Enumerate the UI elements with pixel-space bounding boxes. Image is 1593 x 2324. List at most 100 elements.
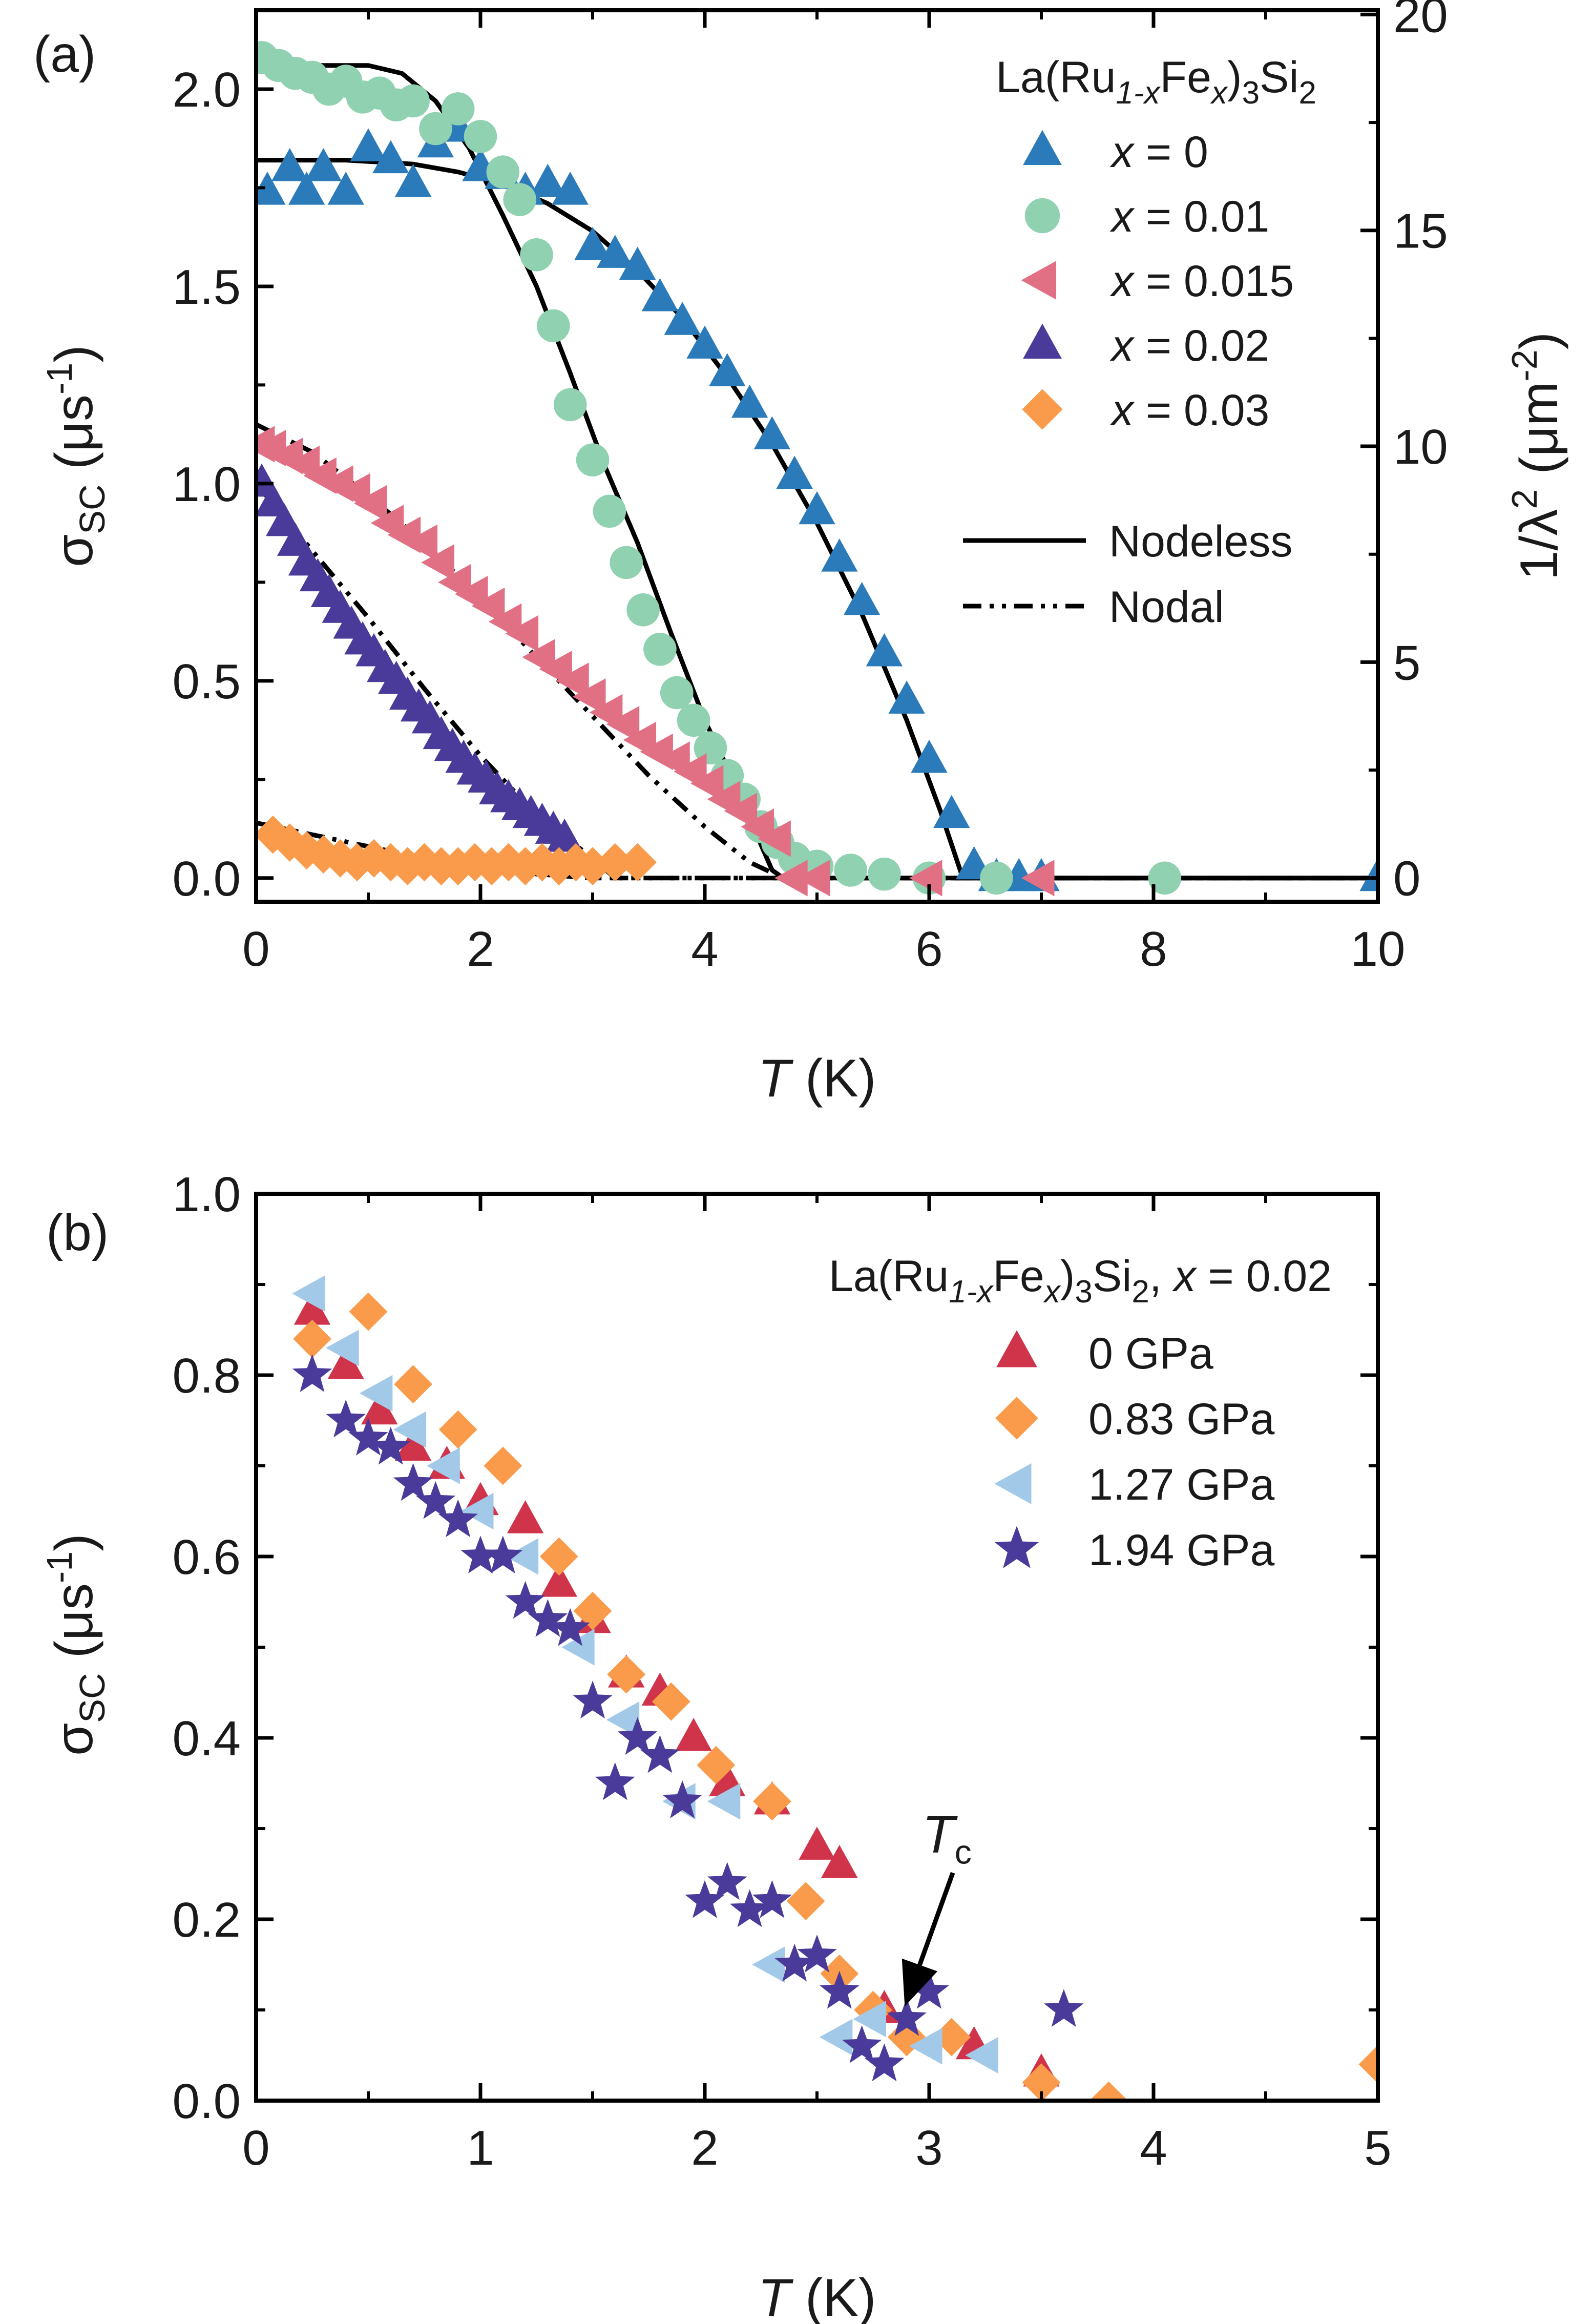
data-point [271,148,308,181]
legend-label: Nodeless [1109,517,1293,566]
data-point [537,309,570,343]
panel-b-legend-title: La(Ru1-xFex)3Si2, x = 0.02 [829,1252,1332,1310]
data-point [561,1629,595,1666]
data-point [326,1330,359,1366]
data-point [288,172,325,205]
series-x-0.015 [256,426,1055,897]
data-point [350,128,387,161]
series-1.94-gpa [292,1354,1084,2082]
panel-a-y2label: 1/λ2 (μm-2) [1504,332,1569,580]
data-point [652,1682,690,1721]
data-point [1359,858,1378,891]
data-point [394,163,432,197]
data-point [606,706,640,743]
tc-annotation-label: Tc [922,1804,972,1871]
y-tick-label: 0.8 [173,1348,241,1403]
data-point [909,2028,942,2065]
panel-b-ylabel: σSC (μs-1) [39,1533,112,1756]
data-point [393,1411,427,1448]
legend-marker [1021,261,1056,300]
data-point [556,843,595,882]
data-point [460,1492,494,1530]
data-point [483,1536,523,1573]
data-point [909,1970,949,2009]
panel-b-label: (b) [46,1204,109,1261]
data-point [574,226,611,260]
data-point [821,538,858,572]
data-point [909,860,942,897]
legend-label: x = 0.02 [1109,321,1269,370]
data-point [415,1481,456,1519]
x-tick-label: 0 [242,2121,269,2175]
legend-label: 1.27 GPa [1088,1460,1275,1509]
data-point [489,843,528,882]
data-point [348,1418,388,1456]
data-point [610,546,643,579]
legend-item-line: Nodal [963,583,1224,632]
y2-tick-label: 15 [1393,204,1448,259]
x-tick-label: 6 [915,922,942,977]
data-point [327,1346,364,1379]
panel-b-data-points [292,1275,1378,2101]
x-tick-label: 2 [691,2121,718,2175]
data-point [619,246,656,280]
data-point [327,172,364,205]
data-point [405,843,444,882]
data-point [438,1499,478,1538]
data-point [842,2025,882,2063]
data-point [321,839,360,878]
data-point [965,2037,998,2074]
panel-a: 0 2 4 6 8 10 0.0 0.5 1.0 1.5 2.0 0 5 10 15 20 (a) T (K)… [33,0,1569,1108]
legend-item: x = 0.015 [1021,257,1294,306]
data-point [819,2019,853,2056]
x-tick-label: 10 [1351,922,1406,977]
data-point [294,1292,331,1325]
data-point [1044,1989,1084,2027]
data-point [834,854,867,887]
y-tick-label: 2.0 [173,63,241,117]
data-point [292,1275,325,1312]
data-point [372,140,409,174]
data-point [799,491,835,525]
panel-b: 0 1 2 3 4 5 0.0 0.2 0.4 0.6 0.8 1.0 (b) T (K) σSC (… [39,1167,1392,2324]
legend-item-line: Nodeless [963,517,1293,566]
panel-a-legend: La(Ru1-xFex)3Si2 x = 0 x = 0.01 x = 0.015 x… [963,53,1316,632]
data-point [707,1783,741,1820]
data-point [731,384,768,418]
data-point [606,1701,640,1738]
data-point [607,1655,646,1694]
panel-a-ylabel: σSC (μs-1) [39,345,112,567]
data-point [438,847,477,886]
y-tick-label: 0.4 [173,1711,241,1766]
x-tick-label: 0 [242,922,269,977]
legend-label: 1.94 GPa [1088,1526,1275,1575]
data-point [866,633,903,667]
legend-marker [996,1330,1037,1367]
panel-a-ticks: 0 2 4 6 8 10 0.0 0.5 1.0 1.5 2.0 0 5 10 15 20 [173,0,1448,977]
data-point [774,860,808,897]
legend-label: Nodal [1109,583,1224,632]
data-point [388,847,427,886]
data-point [576,443,610,476]
data-point [697,1746,736,1785]
data-point [640,1735,680,1773]
data-point [593,494,626,528]
data-point [441,92,475,126]
legend-marker [994,1526,1039,1568]
data-point [686,325,723,359]
y-tick-label: 0.2 [173,1893,241,1947]
data-point [617,1717,658,1755]
data-point [539,1537,578,1576]
data-point [690,765,724,802]
data-point [933,795,970,828]
data-point [641,278,679,312]
data-point [843,582,881,615]
data-point [675,1717,712,1751]
data-point [353,485,387,522]
legend-label: x = 0.03 [1109,386,1269,435]
panel-b-ticks: 0 1 2 3 4 5 0.0 0.2 0.4 0.6 0.8 1.0 [173,1167,1392,2175]
data-point [471,587,505,625]
data-point [292,1354,332,1392]
data-point [505,615,539,652]
